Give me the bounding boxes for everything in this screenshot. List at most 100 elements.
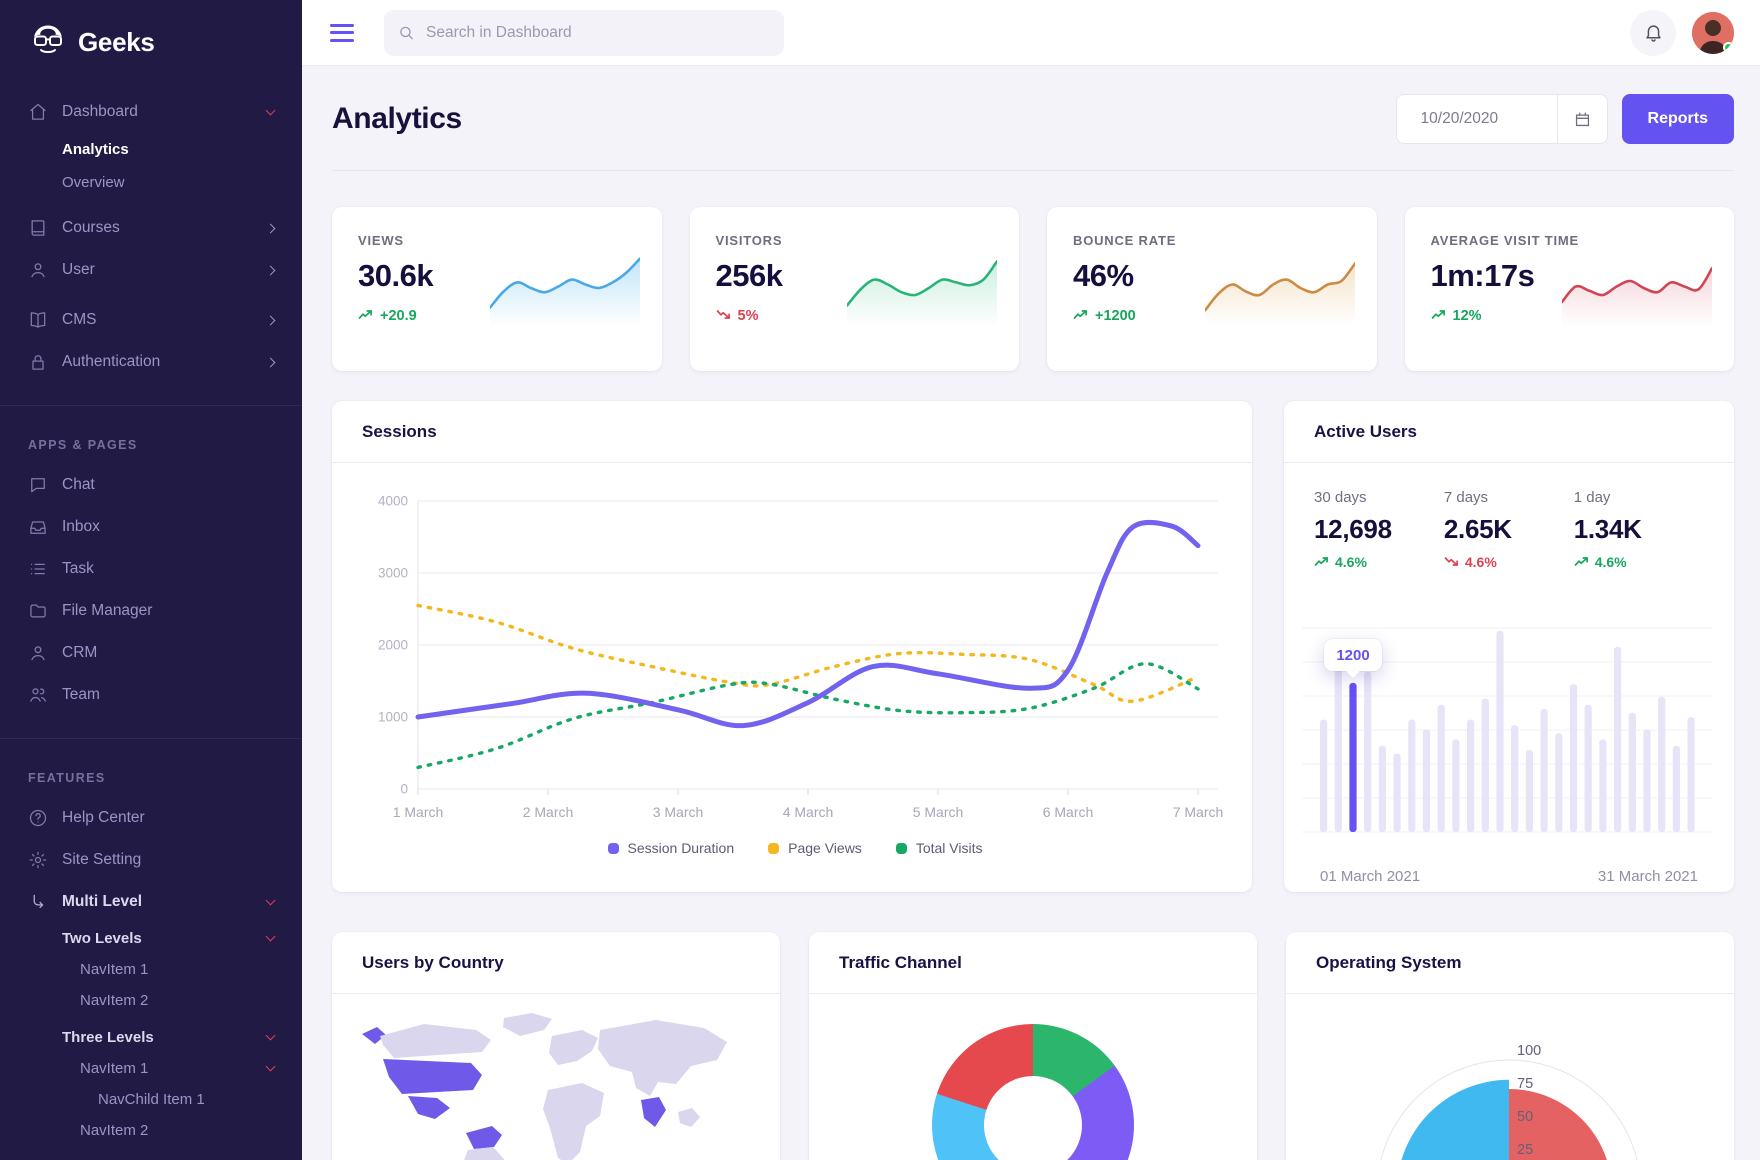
people-icon xyxy=(28,685,48,705)
list-icon xyxy=(28,559,48,579)
sidebar-item-label: CRM xyxy=(62,644,98,661)
period-label: 30 days xyxy=(1314,489,1367,506)
sidebar-item-label: Task xyxy=(62,560,94,577)
delta-value: 4.6% xyxy=(1464,554,1497,570)
active-users-stats: 30 days 12,698 4.6% 7 days 2.65K 4.6% xyxy=(1284,463,1734,570)
period-delta: 4.6% xyxy=(1444,554,1574,570)
axis-start-label: 01 March 2021 xyxy=(1320,868,1421,885)
stat-card-views: VIEWS 30.6k +20.9 xyxy=(332,207,662,371)
legend-dot xyxy=(895,842,907,854)
active-users-axis: 01 March 2021 31 March 2021 xyxy=(1284,856,1734,885)
sidebar-item-cms[interactable]: CMS xyxy=(0,299,302,341)
sidebar-item-help-center[interactable]: Help Center xyxy=(0,797,302,839)
card-title: Traffic Channel xyxy=(839,952,962,972)
trend-arrow-icon xyxy=(1314,554,1329,570)
visit-time-sparkline xyxy=(1560,247,1714,327)
stat-delta-value: 12% xyxy=(1452,308,1482,324)
svg-text:3 March: 3 March xyxy=(653,804,704,820)
legend-item[interactable]: Total Visits xyxy=(895,840,982,856)
book-icon xyxy=(28,218,48,238)
svg-text:5 March: 5 March xyxy=(913,804,964,820)
stat-value: 30.6k xyxy=(358,258,434,293)
menu-toggle-icon[interactable] xyxy=(330,23,354,42)
user-icon xyxy=(28,260,48,280)
sidebar-item-label: Help Center xyxy=(62,809,145,826)
chevron-down-icon xyxy=(265,105,276,115)
svg-text:3000: 3000 xyxy=(378,566,408,581)
sidebar-item-site-setting[interactable]: Site Setting xyxy=(0,839,302,881)
gear-icon xyxy=(28,850,48,870)
traffic-channel-card: Traffic Channel xyxy=(809,932,1257,1160)
operating-system-card: Operating System 100 75 50 25 xyxy=(1286,932,1734,1160)
sidebar-item-multi-level[interactable]: Multi Level xyxy=(0,881,302,923)
active-users-30-days: 30 days 12,698 4.6% xyxy=(1314,489,1444,570)
sidebar-item-inbox[interactable]: Inbox xyxy=(0,506,302,548)
date-picker: 10/20/2020 xyxy=(1395,94,1608,144)
sidebar-divider xyxy=(0,405,302,406)
stat-delta: 12% xyxy=(1431,308,1709,324)
sidebar-item-team[interactable]: Team xyxy=(0,674,302,716)
stat-value: 1m:17s xyxy=(1430,258,1535,293)
sidebar-item-navitem-2[interactable]: NavItem 2 xyxy=(0,985,302,1016)
sidebar-item-two-levels[interactable]: Two Levels xyxy=(0,923,302,954)
person-icon xyxy=(28,643,48,663)
sidebar-item-user[interactable]: User xyxy=(0,249,302,291)
main-content: Analytics 10/20/2020 Reports VIEWS 30.6k… xyxy=(302,66,1760,1160)
sidebar-item-chat[interactable]: Chat xyxy=(0,464,302,506)
brand[interactable]: Geeks xyxy=(0,0,302,91)
bounce-rate-sparkline xyxy=(1203,247,1356,327)
sidebar-section-features: FEATURES xyxy=(28,771,106,785)
trend-arrow-icon xyxy=(716,308,731,324)
avatar[interactable] xyxy=(1692,11,1734,54)
sidebar-item-authentication[interactable]: Authentication xyxy=(0,341,302,383)
svg-text:0: 0 xyxy=(400,782,408,797)
legend-item[interactable]: Session Duration xyxy=(607,840,734,856)
sidebar-item-task[interactable]: Task xyxy=(0,548,302,590)
search-input[interactable] xyxy=(384,9,784,56)
stat-label: VISITORS xyxy=(715,233,783,248)
sidebar-item-crm[interactable]: CRM xyxy=(0,632,302,674)
visitors-sparkline xyxy=(845,247,999,327)
chevron-down-icon xyxy=(265,931,276,942)
date-input[interactable]: 10/20/2020 xyxy=(1420,110,1499,127)
operating-system-header: Operating System xyxy=(1286,932,1734,994)
sidebar-item-label: Site Setting xyxy=(62,851,142,868)
legend-item[interactable]: Page Views xyxy=(768,840,862,856)
trend-arrow-icon xyxy=(1431,308,1446,324)
trend-arrow-icon xyxy=(1444,554,1459,570)
sidebar-item-label: Team xyxy=(62,686,100,703)
chart-tooltip: 1200 xyxy=(1324,639,1382,671)
stat-delta-value: +20.9 xyxy=(380,308,417,324)
trend-arrow-icon xyxy=(358,308,373,324)
sidebar-item-analytics[interactable]: Analytics xyxy=(0,133,302,166)
notifications-button[interactable] xyxy=(1630,9,1676,56)
sidebar-item-courses[interactable]: Courses xyxy=(0,207,302,249)
chevron-right-icon xyxy=(265,265,276,275)
sidebar-item-navchild-item-1[interactable]: NavChild Item 1 xyxy=(0,1084,302,1115)
chevron-right-icon xyxy=(265,223,276,233)
reports-button[interactable]: Reports xyxy=(1621,94,1734,144)
delta-value: 4.6% xyxy=(1594,554,1627,570)
sidebar-item-three-levels[interactable]: Three Levels xyxy=(0,1022,302,1053)
sessions-card: Sessions 4000 3000 2000 1000 0 1 March 2 March… xyxy=(332,401,1252,892)
card-title: Active Users xyxy=(1314,421,1418,441)
book-open-icon xyxy=(28,310,48,330)
sidebar-item-navitem-1[interactable]: NavItem 1 xyxy=(0,954,302,985)
sidebar-item-label: Overview xyxy=(62,174,125,191)
sidebar-item-overview[interactable]: Overview xyxy=(0,166,302,199)
svg-text:25: 25 xyxy=(1517,1142,1533,1158)
svg-text:2000: 2000 xyxy=(378,638,408,653)
calendar-icon[interactable] xyxy=(1556,95,1607,143)
sidebar-item-three-navitem-2[interactable]: NavItem 2 xyxy=(0,1115,302,1146)
sidebar-item-dashboard[interactable]: Dashboard xyxy=(0,91,302,133)
stat-delta: +1200 xyxy=(1073,308,1351,324)
stat-card-average-visit-time: AVERAGE VISIT TIME 1m:17s 12% xyxy=(1404,207,1734,371)
sidebar-item-three-navitem-1[interactable]: NavItem 1 xyxy=(0,1053,302,1084)
operating-system-polar-chart: 100 75 50 25 xyxy=(1286,994,1734,1160)
card-title: Operating System xyxy=(1316,952,1462,972)
svg-text:100: 100 xyxy=(1517,1043,1541,1059)
stat-card-visitors: VISITORS 256k 5% xyxy=(689,207,1019,371)
svg-text:6 March: 6 March xyxy=(1043,804,1094,820)
sidebar-item-file-manager[interactable]: File Manager xyxy=(0,590,302,632)
legend-dot xyxy=(768,842,780,854)
